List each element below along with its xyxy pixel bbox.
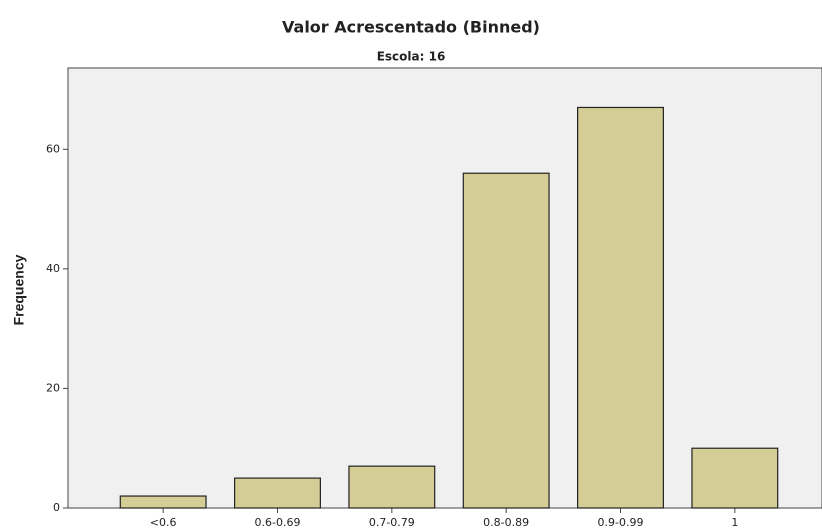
y-tick-label: 0 <box>53 501 60 514</box>
x-tick-label: 0.8-0.89 <box>483 516 529 529</box>
y-tick-label: 40 <box>46 262 60 275</box>
bar <box>348 465 436 509</box>
bar <box>577 106 664 509</box>
x-tick-label: 0.7-0.79 <box>369 516 415 529</box>
bar <box>691 447 779 509</box>
y-tick-label: 60 <box>46 142 60 155</box>
x-tick-label: 0.6-0.69 <box>255 516 301 529</box>
y-tick-label: 20 <box>46 381 60 394</box>
x-tick-label: 1 <box>731 516 738 529</box>
chart-subtitle: Escola: 16 <box>377 50 446 64</box>
x-tick-label: <0.6 <box>150 516 177 529</box>
bar <box>462 172 550 509</box>
bar <box>234 477 321 509</box>
chart-title: Valor Acrescentado (Binned) <box>282 18 540 37</box>
plot-area <box>67 67 822 509</box>
bar <box>119 495 207 509</box>
x-tick-label: 0.9-0.99 <box>598 516 644 529</box>
y-axis-label: Frequency <box>11 254 27 325</box>
